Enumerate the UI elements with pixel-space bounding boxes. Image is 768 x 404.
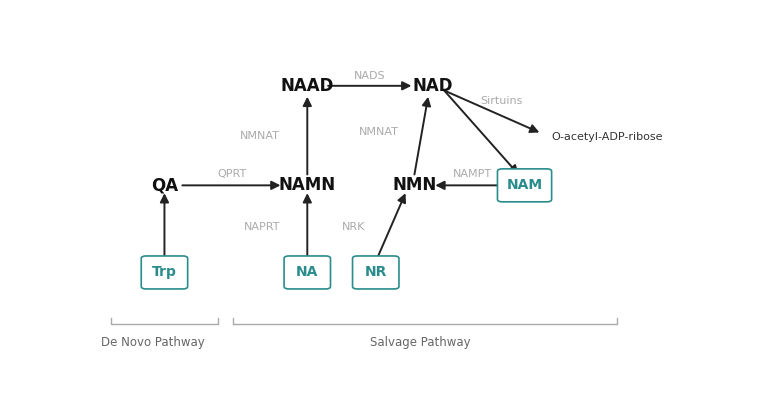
Text: NADS: NADS xyxy=(354,72,386,82)
Text: NAAD: NAAD xyxy=(280,77,334,95)
Text: NAM: NAM xyxy=(506,178,543,192)
Text: QA: QA xyxy=(151,177,178,194)
FancyBboxPatch shape xyxy=(498,169,551,202)
Text: NMNAT: NMNAT xyxy=(240,130,280,141)
Text: De Novo Pathway: De Novo Pathway xyxy=(101,336,204,349)
Text: Trp: Trp xyxy=(152,265,177,280)
Text: NR: NR xyxy=(365,265,387,280)
Text: NMN: NMN xyxy=(392,177,436,194)
Text: NAMPT: NAMPT xyxy=(452,169,492,179)
Text: O-acetyl-ADP-ribose: O-acetyl-ADP-ribose xyxy=(551,132,663,142)
Text: QPRT: QPRT xyxy=(217,169,247,179)
Text: NAD: NAD xyxy=(412,77,452,95)
Text: NAPRT: NAPRT xyxy=(244,222,280,232)
Text: Salvage Pathway: Salvage Pathway xyxy=(370,336,471,349)
Text: NA: NA xyxy=(296,265,319,280)
Text: Sirtuins: Sirtuins xyxy=(480,97,522,106)
Text: NMNAT: NMNAT xyxy=(359,128,399,137)
Text: NAMN: NAMN xyxy=(279,177,336,194)
FancyBboxPatch shape xyxy=(353,256,399,289)
Text: NRK: NRK xyxy=(342,222,365,232)
FancyBboxPatch shape xyxy=(141,256,187,289)
FancyBboxPatch shape xyxy=(284,256,330,289)
